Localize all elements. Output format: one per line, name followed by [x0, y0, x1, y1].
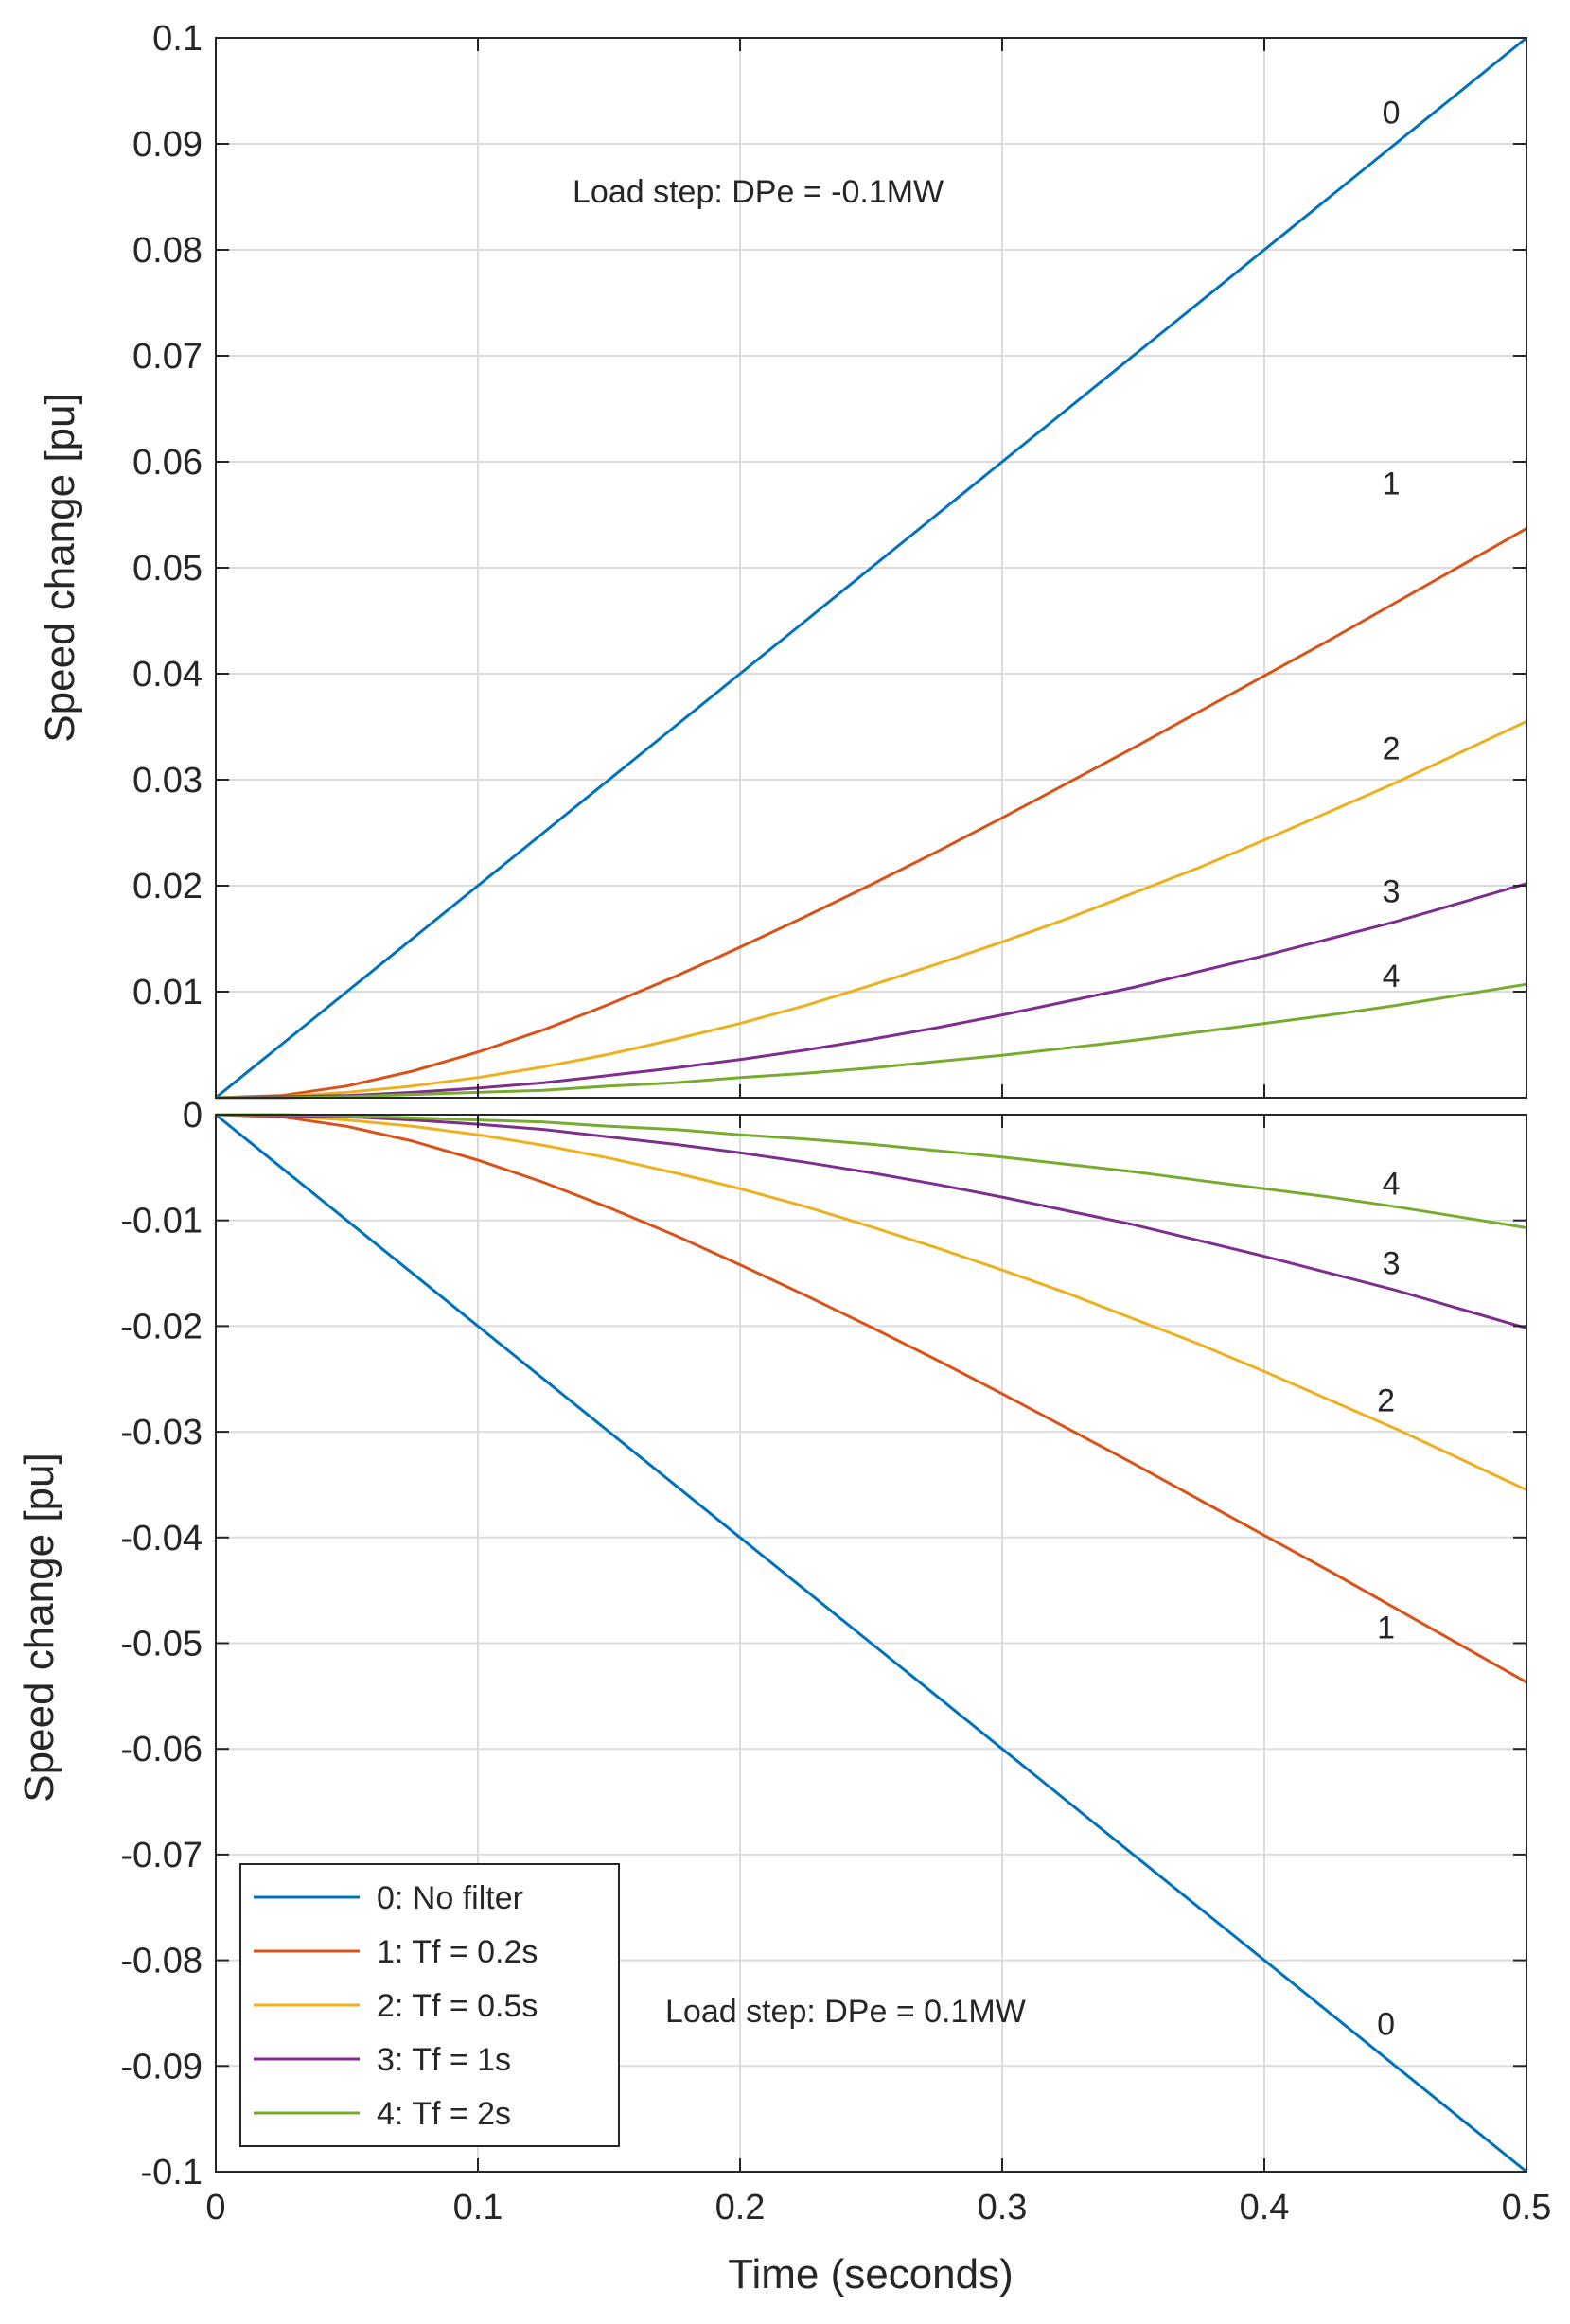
top-series-3 — [215, 882, 1527, 1100]
top-ytick-label-5: 0.06 — [132, 443, 203, 483]
legend-label-4: 4: Tf = 2s — [377, 2096, 511, 2132]
top-ytick-label-3: 0.04 — [132, 655, 203, 695]
top-ytick-label-1: 0.02 — [132, 867, 203, 907]
top-ytick-label-0: 0.01 — [132, 973, 203, 1012]
bottom-ytick-label-2: -0.02 — [120, 1307, 203, 1347]
bottom-ytick-label-8: -0.08 — [120, 1942, 203, 1981]
bottom-ytick-label-4: -0.04 — [120, 1519, 203, 1558]
legend-label-0: 0: No filter — [377, 1880, 523, 1916]
bottom-ytick-label-0: 0 — [183, 1096, 203, 1136]
xtick-label-5: 0.5 — [1502, 2188, 1552, 2227]
legend-label-3: 3: Tf = 1s — [377, 2042, 511, 2078]
top-curve-labels: 0 1 2 3 4 — [1383, 95, 1401, 995]
bottom-y-ticks: 0 -0.01 -0.02 -0.03 -0.04 -0.05 -0.06 -0.07 -0.0… — [120, 1096, 1526, 2192]
xtick-label-1: 0.1 — [453, 2188, 503, 2227]
top-panel: 0.010.020.030.040.050.060.070.080.090.1 … — [37, 19, 1527, 1100]
top-series-1 — [215, 527, 1527, 1100]
top-annotation: Load step: DPe = -0.1MW — [573, 174, 944, 210]
bottom-ytick-label-10: -0.1 — [141, 2153, 203, 2192]
xtick-label-2: 0.2 — [715, 2188, 766, 2227]
top-ytick-label-6: 0.07 — [132, 337, 203, 377]
top-ytick-label-2: 0.03 — [132, 761, 203, 801]
bottom-curve-label-4: 0 — [1377, 2007, 1395, 2043]
xtick-label-4: 0.4 — [1240, 2188, 1290, 2227]
bottom-curve-label-0: 4 — [1383, 1167, 1401, 1203]
top-ytick-label-4: 0.05 — [132, 549, 203, 589]
bottom-curve-label-2: 2 — [1377, 1383, 1395, 1419]
top-curve-label-3: 3 — [1383, 874, 1401, 910]
top-series — [215, 36, 1527, 1100]
bottom-panel: 0 -0.01 -0.02 -0.03 -0.04 -0.05 -0.06 -0.07 -0.0… — [16, 1096, 1551, 2298]
bottom-ytick-label-7: -0.07 — [120, 1836, 203, 1875]
bottom-ytick-label-1: -0.01 — [120, 1202, 203, 1241]
top-curve-label-1: 1 — [1383, 466, 1401, 502]
bottom-series-4 — [216, 1113, 1527, 1229]
bottom-annotation: Load step: DPe = 0.1MW — [665, 1994, 1026, 2030]
top-y-axis-label: Speed change [pu] — [37, 393, 83, 742]
top-ytick-label-8: 0.09 — [132, 125, 203, 165]
bottom-series-0 — [215, 1113, 1527, 2174]
bottom-x-ticks: 0 0.1 0.2 0.3 0.4 0.5 — [205, 1115, 1551, 2227]
legend-items: 0: No filter 1: Tf = 0.2s 2: Tf = 0.5s 3: T… — [254, 1880, 538, 2132]
bottom-ytick-label-5: -0.05 — [120, 1625, 203, 1664]
xtick-label-0: 0 — [205, 2188, 225, 2227]
bottom-series-1 — [215, 1113, 1527, 1684]
top-series-2 — [215, 720, 1527, 1100]
bottom-curve-labels: 4 3 2 1 0 — [1377, 1167, 1400, 2043]
legend-label-2: 2: Tf = 0.5s — [377, 1988, 538, 2024]
xtick-label-3: 0.3 — [978, 2188, 1028, 2227]
top-ytick-label-7: 0.08 — [132, 231, 203, 271]
top-y-ticks: 0.01 0.02 0.03 0.04 0.05 0.06 0.07 0.08 0.09 0.1 — [132, 19, 1527, 1098]
top-curve-label-2: 2 — [1383, 731, 1401, 766]
bottom-series — [215, 1113, 1527, 2174]
bottom-series-3 — [215, 1113, 1527, 1330]
legend: 0: No filter 1: Tf = 0.2s 2: Tf = 0.5s 3: T… — [239, 1863, 620, 2147]
top-series-0 — [215, 36, 1527, 1100]
bottom-curve-label-1: 3 — [1383, 1245, 1401, 1281]
bottom-ytick-label-6: -0.06 — [120, 1730, 203, 1769]
legend-label-1: 1: Tf = 0.2s — [377, 1934, 538, 1970]
bottom-ytick-label-3: -0.03 — [120, 1413, 203, 1452]
top-curve-label-0: 0 — [1383, 95, 1401, 131]
bottom-curve-label-3: 1 — [1377, 1611, 1395, 1646]
bottom-ytick-label-9: -0.09 — [120, 2047, 203, 2086]
top-curve-label-4: 4 — [1383, 959, 1401, 995]
x-axis-label: Time (seconds) — [728, 2251, 1014, 2298]
top-series-4 — [216, 982, 1527, 1100]
top-ytick-label-9: 0.1 — [152, 19, 203, 59]
bottom-y-axis-label: Speed change [pu] — [16, 1452, 62, 1802]
bottom-series-2 — [215, 1113, 1527, 1491]
